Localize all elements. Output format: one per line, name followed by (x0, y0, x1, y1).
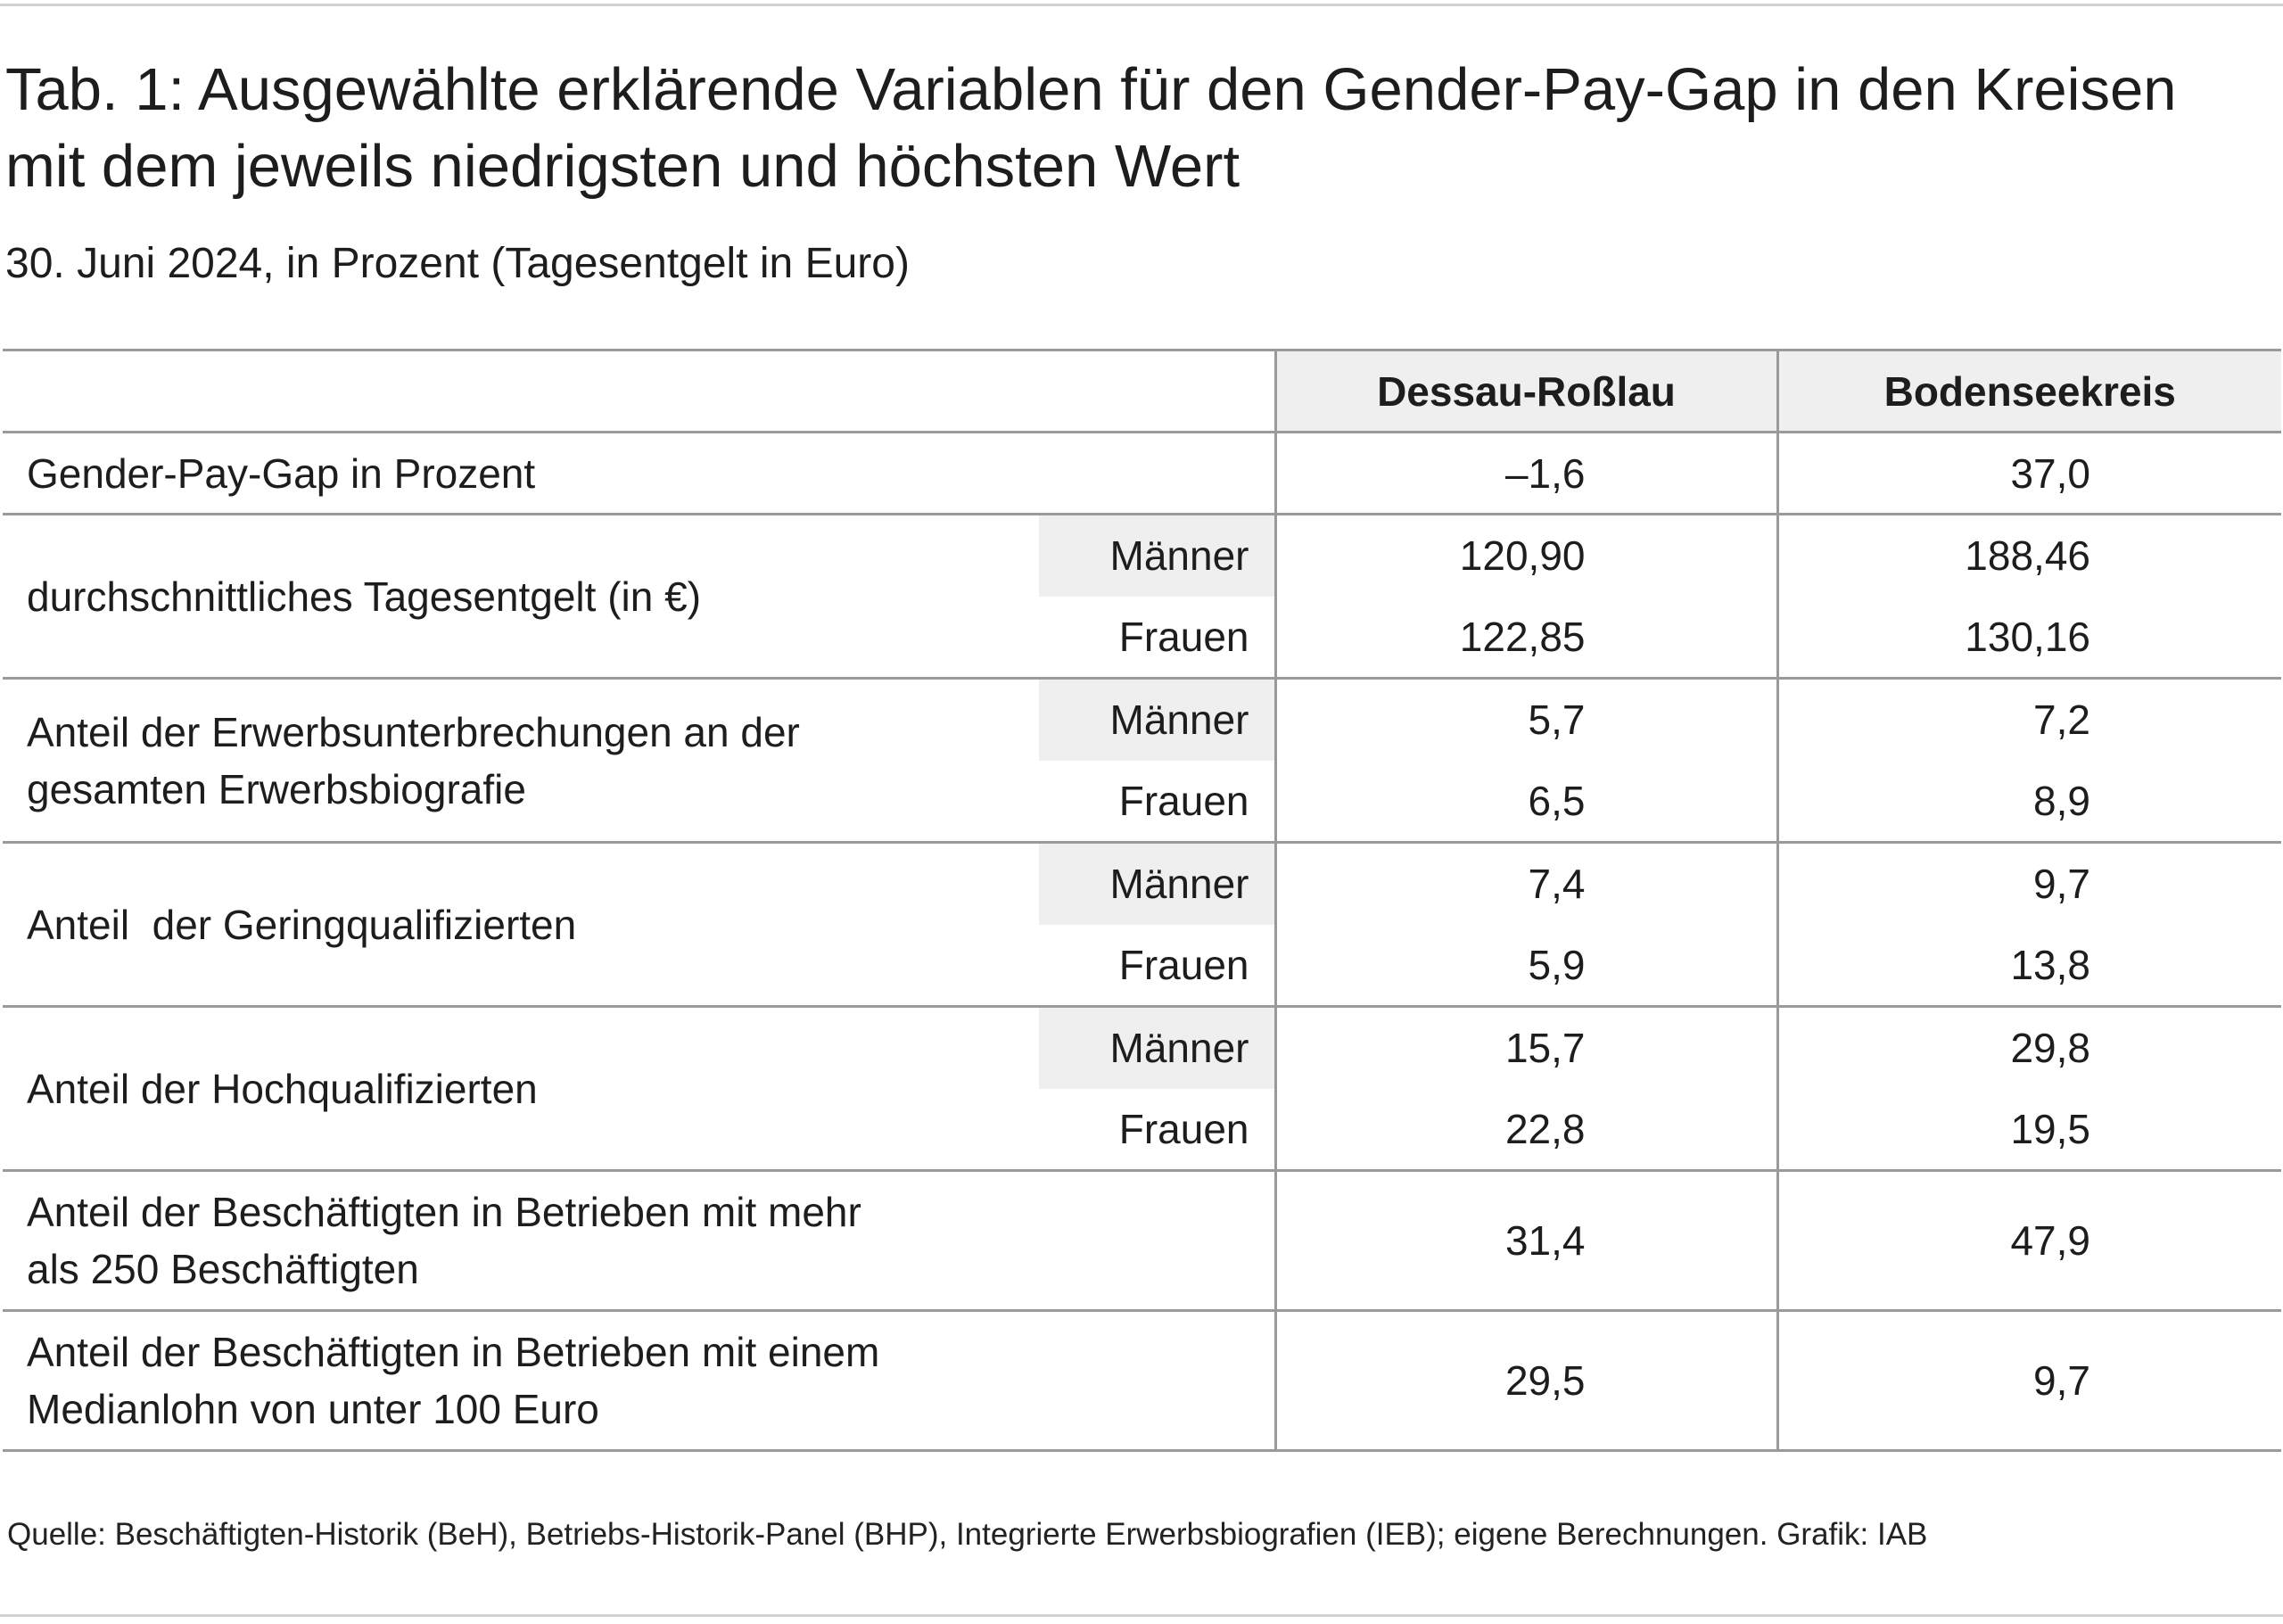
value-cell: 9,7 (1776, 841, 2281, 925)
sub-label: Männer (1039, 1005, 1275, 1089)
value-cell: 5,7 (1273, 677, 1777, 761)
value-cell: 7,4 (1273, 841, 1777, 925)
value-cell: 9,7 (1776, 1309, 2281, 1452)
table-row: Frauen 22,8 19,5 (3, 1088, 2281, 1171)
column-header: Dessau-Roßlau (1273, 349, 1777, 433)
value-cell: 47,9 (1776, 1169, 2281, 1311)
value-cell: 19,5 (1776, 1088, 2281, 1171)
sub-label: Frauen (1118, 1105, 1249, 1152)
table-row: durchschnittliches Tagesentgelt (in €) M… (3, 513, 2281, 679)
sub-label: Männer (1039, 513, 1275, 597)
table-row: Anteil der Erwerbsunterbrechungen an der… (3, 677, 2281, 843)
table-title: Tab. 1: Ausgewählte erklärende Variablen… (5, 56, 2177, 200)
table-row: Frauen 6,5 8,9 (3, 760, 2281, 843)
table-row: Gender-Pay-Gap in Prozent –1,6 37,0 (3, 432, 2281, 515)
table-row: Anteil der Hochqualifizierten Männer 15,… (3, 1005, 2281, 1171)
row-label: durchschnittliches Tagesentgelt (in €) (3, 513, 1039, 679)
top-rule (0, 4, 2283, 6)
value-cell: 5,9 (1273, 924, 1777, 1007)
row-label: Gender-Pay-Gap in Prozent (27, 449, 536, 497)
table-row: Frauen 122,85 130,16 (3, 596, 2281, 679)
row-label: Anteil der Beschäftigten in Betrieben mi… (3, 1309, 1275, 1452)
bottom-rule (0, 1614, 2283, 1617)
value-cell: 31,4 (1273, 1169, 1777, 1311)
value-cell: 29,8 (1776, 1005, 2281, 1089)
row-label: Anteil der Erwerbsunterbrechungen an der… (3, 677, 1039, 843)
header-blank-cell (3, 349, 1275, 433)
column-header: Bodenseekreis (1776, 349, 2281, 433)
value-cell: 7,2 (1776, 677, 2281, 761)
table-row: Anteil der Beschäftigten in Betrieben mi… (3, 1169, 2281, 1311)
value-cell: 22,8 (1273, 1088, 1777, 1171)
header-row: Dessau-Roßlau Bodenseekreis (3, 349, 2281, 433)
value-cell: 13,8 (1776, 924, 2281, 1007)
source-note: Quelle: Beschäftigten-Historik (BeH), Be… (7, 1517, 1928, 1552)
sub-label: Männer (1039, 677, 1275, 761)
value-cell: 15,7 (1273, 1005, 1777, 1089)
row-label: Anteil der Geringqualifizierten (3, 841, 1039, 1007)
value-cell: –1,6 (1273, 432, 1777, 515)
sub-label: Männer (1039, 841, 1275, 925)
row-label: Anteil der Beschäftigten in Betrieben mi… (3, 1169, 1275, 1311)
table-row: Anteil der Beschäftigten in Betrieben mi… (3, 1309, 2281, 1452)
value-cell: 6,5 (1273, 760, 1777, 843)
table-subtitle: 30. Juni 2024, in Prozent (Tagesentgelt … (5, 240, 910, 287)
row-label: Anteil der Hochqualifizierten (3, 1005, 1039, 1171)
value-cell: 130,16 (1776, 596, 2281, 679)
sub-label: Frauen (1118, 941, 1249, 988)
sub-label: Frauen (1118, 613, 1249, 660)
table-row: Anteil der Geringqualifizierten Männer 7… (3, 841, 2281, 1007)
value-cell: 8,9 (1776, 760, 2281, 843)
value-cell: 188,46 (1776, 513, 2281, 597)
data-table: Dessau-Roßlau Bodenseekreis Gender-Pay-G… (3, 349, 2281, 1452)
value-cell: 29,5 (1273, 1309, 1777, 1452)
value-cell: 122,85 (1273, 596, 1777, 679)
sub-label: Frauen (1118, 777, 1249, 824)
value-cell: 37,0 (1776, 432, 2281, 515)
value-cell: 120,90 (1273, 513, 1777, 597)
table-row: Frauen 5,9 13,8 (3, 924, 2281, 1007)
